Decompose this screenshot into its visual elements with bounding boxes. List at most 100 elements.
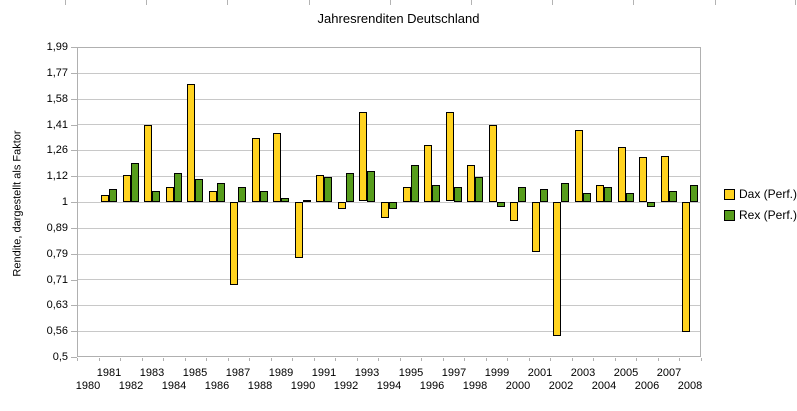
legend-label: Rex (Perf.) bbox=[739, 208, 797, 222]
x-tick-label: 1984 bbox=[161, 380, 187, 392]
gridline bbox=[78, 124, 700, 125]
bar-dax-2002 bbox=[553, 202, 561, 336]
x-axis-tick bbox=[593, 358, 594, 361]
y-tick-label: 1,26 bbox=[46, 144, 68, 156]
bar-dax-2008 bbox=[682, 202, 690, 332]
x-axis-tick bbox=[550, 358, 551, 361]
x-tick-label: 1992 bbox=[333, 380, 359, 392]
x-tick-label: 1983 bbox=[139, 367, 165, 379]
x-axis-tick bbox=[292, 358, 293, 361]
bar-dax-1997 bbox=[446, 112, 454, 201]
bar-dax-2007 bbox=[661, 156, 669, 202]
x-tick-label: 1986 bbox=[204, 380, 230, 392]
y-axis-tick bbox=[71, 202, 77, 203]
bar-dax-1996 bbox=[424, 145, 432, 202]
bar-rex-1992 bbox=[346, 173, 354, 202]
chart-title: Jahresrenditen Deutschland bbox=[317, 11, 480, 26]
bar-rex-2005 bbox=[626, 193, 634, 202]
bar-rex-1995 bbox=[411, 165, 419, 202]
x-tick-label: 2002 bbox=[548, 380, 574, 392]
x-axis-tick bbox=[357, 358, 358, 361]
bar-rex-2001 bbox=[540, 189, 548, 202]
y-axis-tick bbox=[71, 99, 77, 100]
x-axis-tick bbox=[507, 358, 508, 361]
x-tick-label: 2005 bbox=[613, 367, 639, 379]
bar-rex-2008 bbox=[690, 185, 698, 202]
x-tick-label: 1995 bbox=[398, 367, 424, 379]
bar-rex-2003 bbox=[583, 193, 591, 202]
bar-dax-1988 bbox=[252, 138, 260, 202]
x-tick-label: 1990 bbox=[290, 380, 316, 392]
x-tick-label: 1999 bbox=[484, 367, 510, 379]
legend-item-rex: Rex (Perf.) bbox=[724, 208, 797, 222]
x-tick-label: 1997 bbox=[441, 367, 467, 379]
cell-border-tick bbox=[795, 0, 796, 5]
legend-swatch-dax bbox=[724, 188, 735, 200]
x-tick-label: 1993 bbox=[354, 367, 380, 379]
x-axis-tick bbox=[163, 358, 164, 361]
x-tick-label: 2003 bbox=[570, 367, 596, 379]
bar-dax-1986 bbox=[209, 191, 217, 202]
x-axis-tick bbox=[421, 358, 422, 361]
bar-rex-1983 bbox=[152, 191, 160, 202]
bar-dax-1989 bbox=[273, 133, 281, 202]
cell-border-tick bbox=[65, 0, 66, 5]
legend-swatch-rex bbox=[724, 209, 735, 221]
x-tick-label: 1985 bbox=[182, 367, 208, 379]
y-tick-label: 1,12 bbox=[46, 170, 68, 182]
x-axis-tick bbox=[701, 358, 702, 361]
bar-dax-2006 bbox=[639, 157, 647, 202]
x-tick-label: 2007 bbox=[656, 367, 682, 379]
x-axis-tick bbox=[228, 358, 229, 361]
bar-rex-1984 bbox=[174, 173, 182, 202]
cell-border-tick bbox=[146, 0, 148, 5]
y-tick-label: 0,79 bbox=[46, 248, 68, 260]
bar-dax-1981 bbox=[101, 195, 109, 202]
bar-dax-2003 bbox=[575, 130, 583, 202]
x-axis-tick bbox=[529, 358, 530, 361]
y-tick-label: 1,77 bbox=[46, 67, 68, 79]
bar-rex-2007 bbox=[669, 191, 677, 202]
x-axis-tick bbox=[99, 358, 100, 361]
bar-rex-1982 bbox=[131, 163, 139, 202]
gridline bbox=[78, 331, 700, 332]
y-axis-tick bbox=[71, 150, 77, 151]
bar-rex-1987 bbox=[238, 187, 246, 202]
bar-dax-1999 bbox=[489, 125, 497, 202]
bar-dax-1984 bbox=[166, 187, 174, 202]
bar-dax-1992 bbox=[338, 202, 346, 209]
x-axis-tick bbox=[464, 358, 465, 361]
x-tick-label: 1989 bbox=[268, 367, 294, 379]
cell-border-tick bbox=[227, 0, 229, 5]
y-axis-tick bbox=[71, 254, 77, 255]
bar-dax-1994 bbox=[381, 202, 389, 218]
gridline bbox=[78, 254, 700, 255]
x-tick-label: 1988 bbox=[247, 380, 273, 392]
cell-border-tick bbox=[714, 0, 716, 5]
y-axis-tick bbox=[71, 47, 77, 48]
bar-dax-1985 bbox=[187, 84, 195, 202]
x-axis-tick bbox=[249, 358, 250, 361]
bar-rex-1998 bbox=[475, 177, 483, 202]
x-axis-tick bbox=[314, 358, 315, 361]
bar-dax-1991 bbox=[316, 175, 324, 202]
x-tick-label: 1991 bbox=[311, 367, 337, 379]
y-axis-tick bbox=[71, 176, 77, 177]
bar-dax-1993 bbox=[359, 112, 367, 201]
x-axis-tick bbox=[400, 358, 401, 361]
y-tick-label: 0,56 bbox=[46, 325, 68, 337]
x-tick-label: 1994 bbox=[376, 380, 402, 392]
y-axis-tick bbox=[71, 357, 77, 358]
y-tick-label: 0,5 bbox=[52, 351, 68, 363]
x-tick-label: 2004 bbox=[591, 380, 617, 392]
bar-dax-2005 bbox=[618, 147, 626, 202]
bar-rex-1990 bbox=[303, 200, 311, 202]
bar-rex-1994 bbox=[389, 202, 397, 209]
x-tick-label: 1980 bbox=[75, 380, 101, 392]
x-axis-tick bbox=[77, 358, 78, 361]
bar-rex-2004 bbox=[604, 187, 612, 202]
x-axis-tick bbox=[443, 358, 444, 361]
y-axis-tick bbox=[71, 228, 77, 229]
bar-rex-1981 bbox=[109, 189, 117, 202]
x-tick-label: 1996 bbox=[419, 380, 445, 392]
